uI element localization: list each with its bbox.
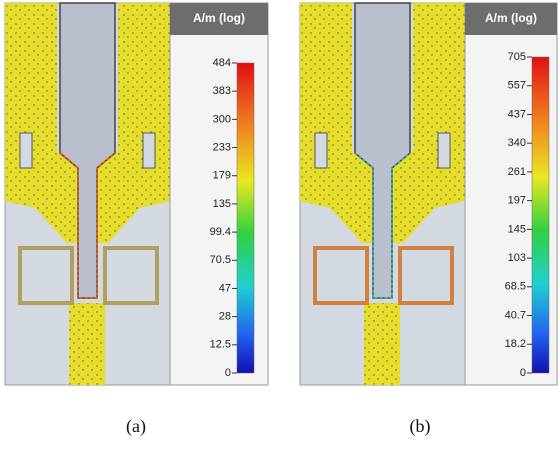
scale-label: 383 <box>213 85 231 97</box>
panel: A/m (log) 705 557 437 340 261 197 145 103 68.5 40.… <box>300 3 557 385</box>
scale-label: 340 <box>508 137 526 149</box>
notch <box>315 133 327 168</box>
scale-label: 197 <box>508 195 526 207</box>
scale-label: 28 <box>219 311 231 323</box>
notch <box>20 133 32 168</box>
scale-label: 179 <box>213 170 231 182</box>
scale-label: 0 <box>225 367 231 379</box>
scale-label: 437 <box>508 108 526 120</box>
scale-label: 68.5 <box>505 281 526 293</box>
scale-label: 145 <box>508 223 526 235</box>
scale-label: 12.5 <box>210 339 231 351</box>
scale-label: 18.2 <box>505 338 526 350</box>
color-legend: A/m (log) 484 383 300 233 179 135 99.4 70.5 47 28 1… <box>170 3 268 385</box>
unit-label: A/m (log) <box>485 11 537 25</box>
field-view <box>300 3 465 385</box>
scale-label: 40.7 <box>505 309 526 321</box>
scale-label: 233 <box>213 141 231 153</box>
feed-dots <box>364 303 400 385</box>
field-view <box>5 3 170 385</box>
unit-label: A/m (log) <box>193 11 245 25</box>
notch <box>438 133 450 168</box>
feed-dots <box>69 303 105 385</box>
caption: (a) <box>126 416 146 437</box>
scale-label: 135 <box>213 198 231 210</box>
color-bar <box>532 57 549 373</box>
scale-label: 103 <box>508 252 526 264</box>
scale-label: 47 <box>219 282 231 294</box>
scale-label: 484 <box>213 57 231 69</box>
scale-label: 300 <box>213 113 231 125</box>
scale-label: 557 <box>508 80 526 92</box>
caption: (b) <box>410 416 431 437</box>
scale-label: 705 <box>508 51 526 63</box>
color-legend: A/m (log) 705 557 437 340 261 197 145 103 68.5 40.… <box>465 3 557 385</box>
color-bar <box>237 63 254 373</box>
scale-label: 261 <box>508 166 526 178</box>
panel: A/m (log) 484 383 300 233 179 135 99.4 70.5 47 28 1… <box>5 3 268 385</box>
scale-label: 99.4 <box>210 226 231 238</box>
scale-label: 70.5 <box>210 254 231 266</box>
figure: A/m (log) 484 383 300 233 179 135 99.4 70.5 47 28 1… <box>0 0 558 466</box>
notch <box>143 133 155 168</box>
scale-label: 0 <box>520 367 526 379</box>
